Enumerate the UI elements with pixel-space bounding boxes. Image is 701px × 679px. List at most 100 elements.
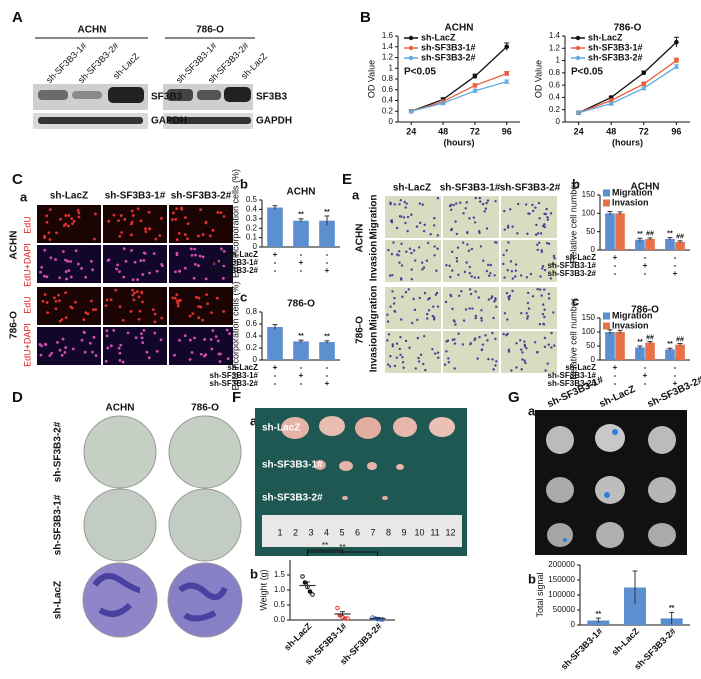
cell-dot bbox=[118, 305, 122, 309]
cell-dot bbox=[206, 302, 210, 306]
group-sign: - bbox=[614, 269, 617, 278]
cell-dot bbox=[511, 289, 514, 293]
cell-dot bbox=[74, 249, 78, 253]
group-name: sh-SF3B3-1# bbox=[210, 258, 259, 267]
cell-dot bbox=[69, 305, 72, 309]
colony-plates: ACHN 786-O sh-SF3B3-2# sh-SF3B3-1# sh-La… bbox=[53, 403, 243, 638]
legend-marker bbox=[575, 55, 581, 61]
cell-dot bbox=[136, 207, 140, 211]
cell-dot bbox=[43, 293, 47, 296]
cell-dot bbox=[550, 346, 553, 349]
micrograph bbox=[501, 331, 557, 373]
cell-dot bbox=[160, 316, 164, 320]
cell-dot bbox=[468, 217, 471, 220]
cell-dot bbox=[405, 202, 408, 205]
y-tick-label: 1.6 bbox=[382, 31, 394, 40]
chart-title: ACHN bbox=[631, 182, 660, 193]
cell-dot bbox=[460, 290, 463, 293]
cell-dot bbox=[404, 339, 408, 343]
cell-dot bbox=[188, 314, 192, 318]
cell-dot bbox=[503, 228, 506, 231]
cell-dot bbox=[466, 231, 469, 235]
cell-dot bbox=[91, 308, 95, 312]
y-tick-label: 1.4 bbox=[549, 31, 561, 40]
cell-dot bbox=[109, 344, 113, 348]
cell-dot bbox=[176, 301, 180, 305]
bracket-label: ** bbox=[322, 541, 328, 550]
cell-dot bbox=[495, 305, 498, 308]
bar bbox=[293, 341, 309, 360]
sub-letter: a bbox=[250, 413, 258, 428]
cell-dot bbox=[511, 225, 514, 228]
legend-swatch bbox=[603, 312, 610, 320]
cell-dot bbox=[64, 291, 67, 295]
cell-dot bbox=[94, 212, 97, 216]
cell-dot bbox=[136, 278, 140, 282]
cell-dot bbox=[106, 259, 110, 262]
cell-dot bbox=[109, 298, 113, 302]
x-tick-label: 24 bbox=[406, 126, 416, 136]
cell-dot bbox=[197, 296, 201, 300]
cell-dot bbox=[506, 226, 510, 229]
cell-dot bbox=[45, 214, 49, 218]
cell-dot bbox=[470, 275, 473, 278]
edu-images: sh-LacZ sh-SF3B3-1# sh-SF3B3-2# ACHN 786… bbox=[9, 191, 233, 367]
cell-dot bbox=[418, 296, 421, 300]
chart-title: ACHN bbox=[445, 23, 474, 34]
legend-marker bbox=[408, 45, 414, 51]
cell-dot bbox=[451, 307, 454, 311]
cell-dot bbox=[535, 223, 538, 227]
significance: ** bbox=[637, 339, 643, 346]
y-tick-label: 50 bbox=[586, 227, 595, 236]
column-label: sh-SF3B3-2# bbox=[500, 183, 561, 194]
row-label: sh-SF3B3-2# bbox=[53, 421, 64, 482]
cell-dot bbox=[391, 290, 394, 293]
stain-label: EdU bbox=[22, 216, 32, 234]
cell-dot bbox=[54, 299, 58, 303]
cell-dot bbox=[65, 277, 68, 281]
bar bbox=[665, 349, 675, 360]
x-axis-label: (hours) bbox=[444, 137, 475, 147]
cell-dot bbox=[456, 246, 460, 249]
cell-dot bbox=[48, 208, 52, 212]
cell-dot bbox=[391, 343, 394, 346]
group-sign: + bbox=[299, 258, 304, 267]
cell-dot bbox=[201, 255, 205, 259]
cell-dot bbox=[481, 343, 485, 346]
cell-dot bbox=[479, 245, 483, 248]
cell-dot bbox=[436, 196, 440, 200]
ruler-number: 7 bbox=[370, 527, 375, 537]
cell-dot bbox=[186, 237, 189, 241]
row-label: sh-SF3B3-1# bbox=[53, 494, 64, 555]
cell-dot bbox=[526, 317, 529, 320]
micrograph bbox=[37, 205, 101, 243]
cell-dot bbox=[421, 203, 424, 206]
cell-dot bbox=[536, 350, 539, 354]
cell-dot bbox=[183, 334, 187, 338]
y-axis-label: Total signal bbox=[535, 572, 545, 617]
cell-dot bbox=[474, 290, 477, 293]
cell-dot bbox=[93, 237, 96, 241]
y-tick-label: 0.5 bbox=[246, 195, 258, 204]
cell-dot bbox=[64, 316, 68, 320]
cell-dot bbox=[139, 259, 143, 263]
cell-dot bbox=[222, 264, 226, 268]
cell-dot bbox=[77, 211, 81, 215]
cell-dot bbox=[402, 366, 405, 370]
cell-line-label: ACHN bbox=[78, 25, 107, 36]
cell-dot bbox=[510, 369, 513, 372]
cell-dot bbox=[183, 216, 187, 219]
micrograph bbox=[385, 196, 441, 238]
cell-dot bbox=[492, 316, 495, 320]
cell-dot bbox=[411, 321, 414, 325]
cell-dot bbox=[402, 216, 406, 219]
y-tick-label: 0.1 bbox=[246, 233, 258, 242]
cell-dot bbox=[216, 210, 220, 214]
sub-letter: b bbox=[240, 176, 248, 191]
legend-swatch bbox=[603, 322, 610, 330]
ruler-number: 3 bbox=[308, 527, 313, 537]
cell-dot bbox=[211, 329, 215, 332]
row-label: sh-LacZ bbox=[262, 423, 300, 434]
